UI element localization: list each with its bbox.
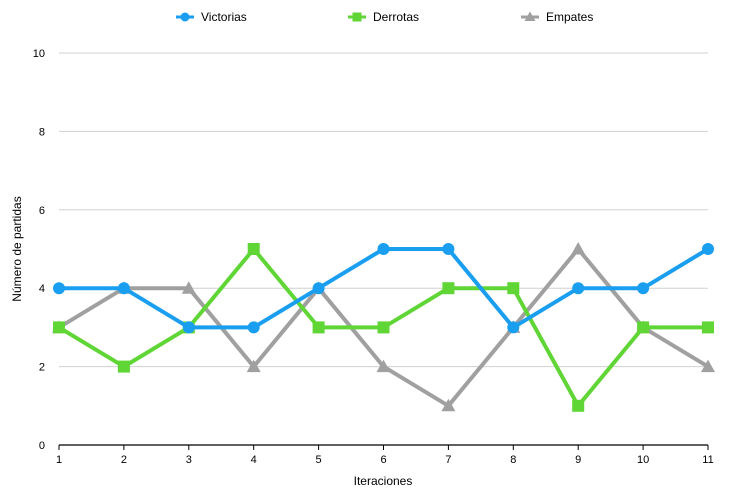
point-victorias: [247, 321, 260, 334]
point-derrotas: [377, 321, 390, 334]
legend-label: Derrotas: [373, 10, 419, 24]
point-empates: [376, 359, 391, 373]
legend-label: Victorias: [201, 10, 247, 24]
point-derrotas: [572, 399, 585, 412]
x-tick-label: 11: [702, 454, 713, 466]
x-tick-label: 4: [251, 454, 257, 466]
point-victorias: [182, 321, 195, 334]
x-tick-label: 9: [575, 454, 581, 466]
point-derrotas: [637, 321, 650, 334]
point-derrotas: [507, 282, 520, 295]
point-empates: [571, 242, 586, 255]
x-tick-label: 2: [121, 454, 127, 466]
legend-label: Empates: [546, 10, 593, 24]
point-victorias: [117, 282, 130, 295]
x-tick-label: 6: [380, 454, 386, 466]
y-tick-label: 0: [39, 440, 45, 452]
point-victorias: [377, 243, 390, 255]
y-tick-label: 6: [39, 205, 45, 217]
legend-item-victorias: Victorias: [176, 10, 247, 24]
x-axis-title: Iteraciones: [354, 474, 413, 488]
y-tick-label: 10: [33, 48, 45, 60]
point-victorias: [442, 243, 455, 255]
point-derrotas: [247, 243, 260, 255]
series-victorias: [53, 243, 714, 334]
point-derrotas: [53, 321, 65, 334]
y-tick-label: 8: [39, 126, 45, 138]
x-tick-label: 1: [56, 454, 62, 466]
legend-marker: [524, 11, 536, 21]
point-derrotas: [702, 321, 714, 334]
legend-item-derrotas: Derrotas: [348, 10, 419, 24]
legend-marker: [352, 12, 362, 22]
series-derrotas: [53, 243, 714, 412]
point-empates: [701, 359, 715, 373]
x-tick-label: 10: [637, 454, 649, 466]
point-victorias: [702, 243, 714, 255]
x-tick-label: 5: [316, 454, 322, 466]
x-tick-label: 3: [186, 454, 192, 466]
gridlines: [59, 52, 708, 368]
point-derrotas: [117, 360, 130, 373]
point-victorias: [312, 282, 325, 295]
x-axis-ticks: 1 2 3 4 5 6 7 8 9 10 11: [56, 445, 714, 466]
y-tick-label: 4: [39, 283, 45, 295]
point-empates: [441, 398, 456, 412]
point-empates: [246, 359, 261, 373]
legend-marker: [180, 12, 190, 22]
y-axis-title: Número de partidas: [10, 196, 24, 301]
legend-item-empates: Empates: [521, 10, 593, 24]
x-tick-label: 7: [445, 454, 451, 466]
series-layer: [52, 242, 715, 412]
point-victorias: [507, 321, 520, 334]
legend: Victorias Derrotas Empates: [176, 10, 593, 24]
y-tick-label: 2: [39, 362, 45, 374]
x-tick-label: 8: [510, 454, 516, 466]
y-axis-ticks: 0 2 4 6 8 10: [33, 48, 45, 452]
point-derrotas: [312, 321, 325, 334]
point-victorias: [572, 282, 585, 295]
point-victorias: [53, 282, 65, 295]
point-empates: [181, 281, 196, 294]
point-derrotas: [442, 282, 455, 295]
point-victorias: [637, 282, 650, 295]
